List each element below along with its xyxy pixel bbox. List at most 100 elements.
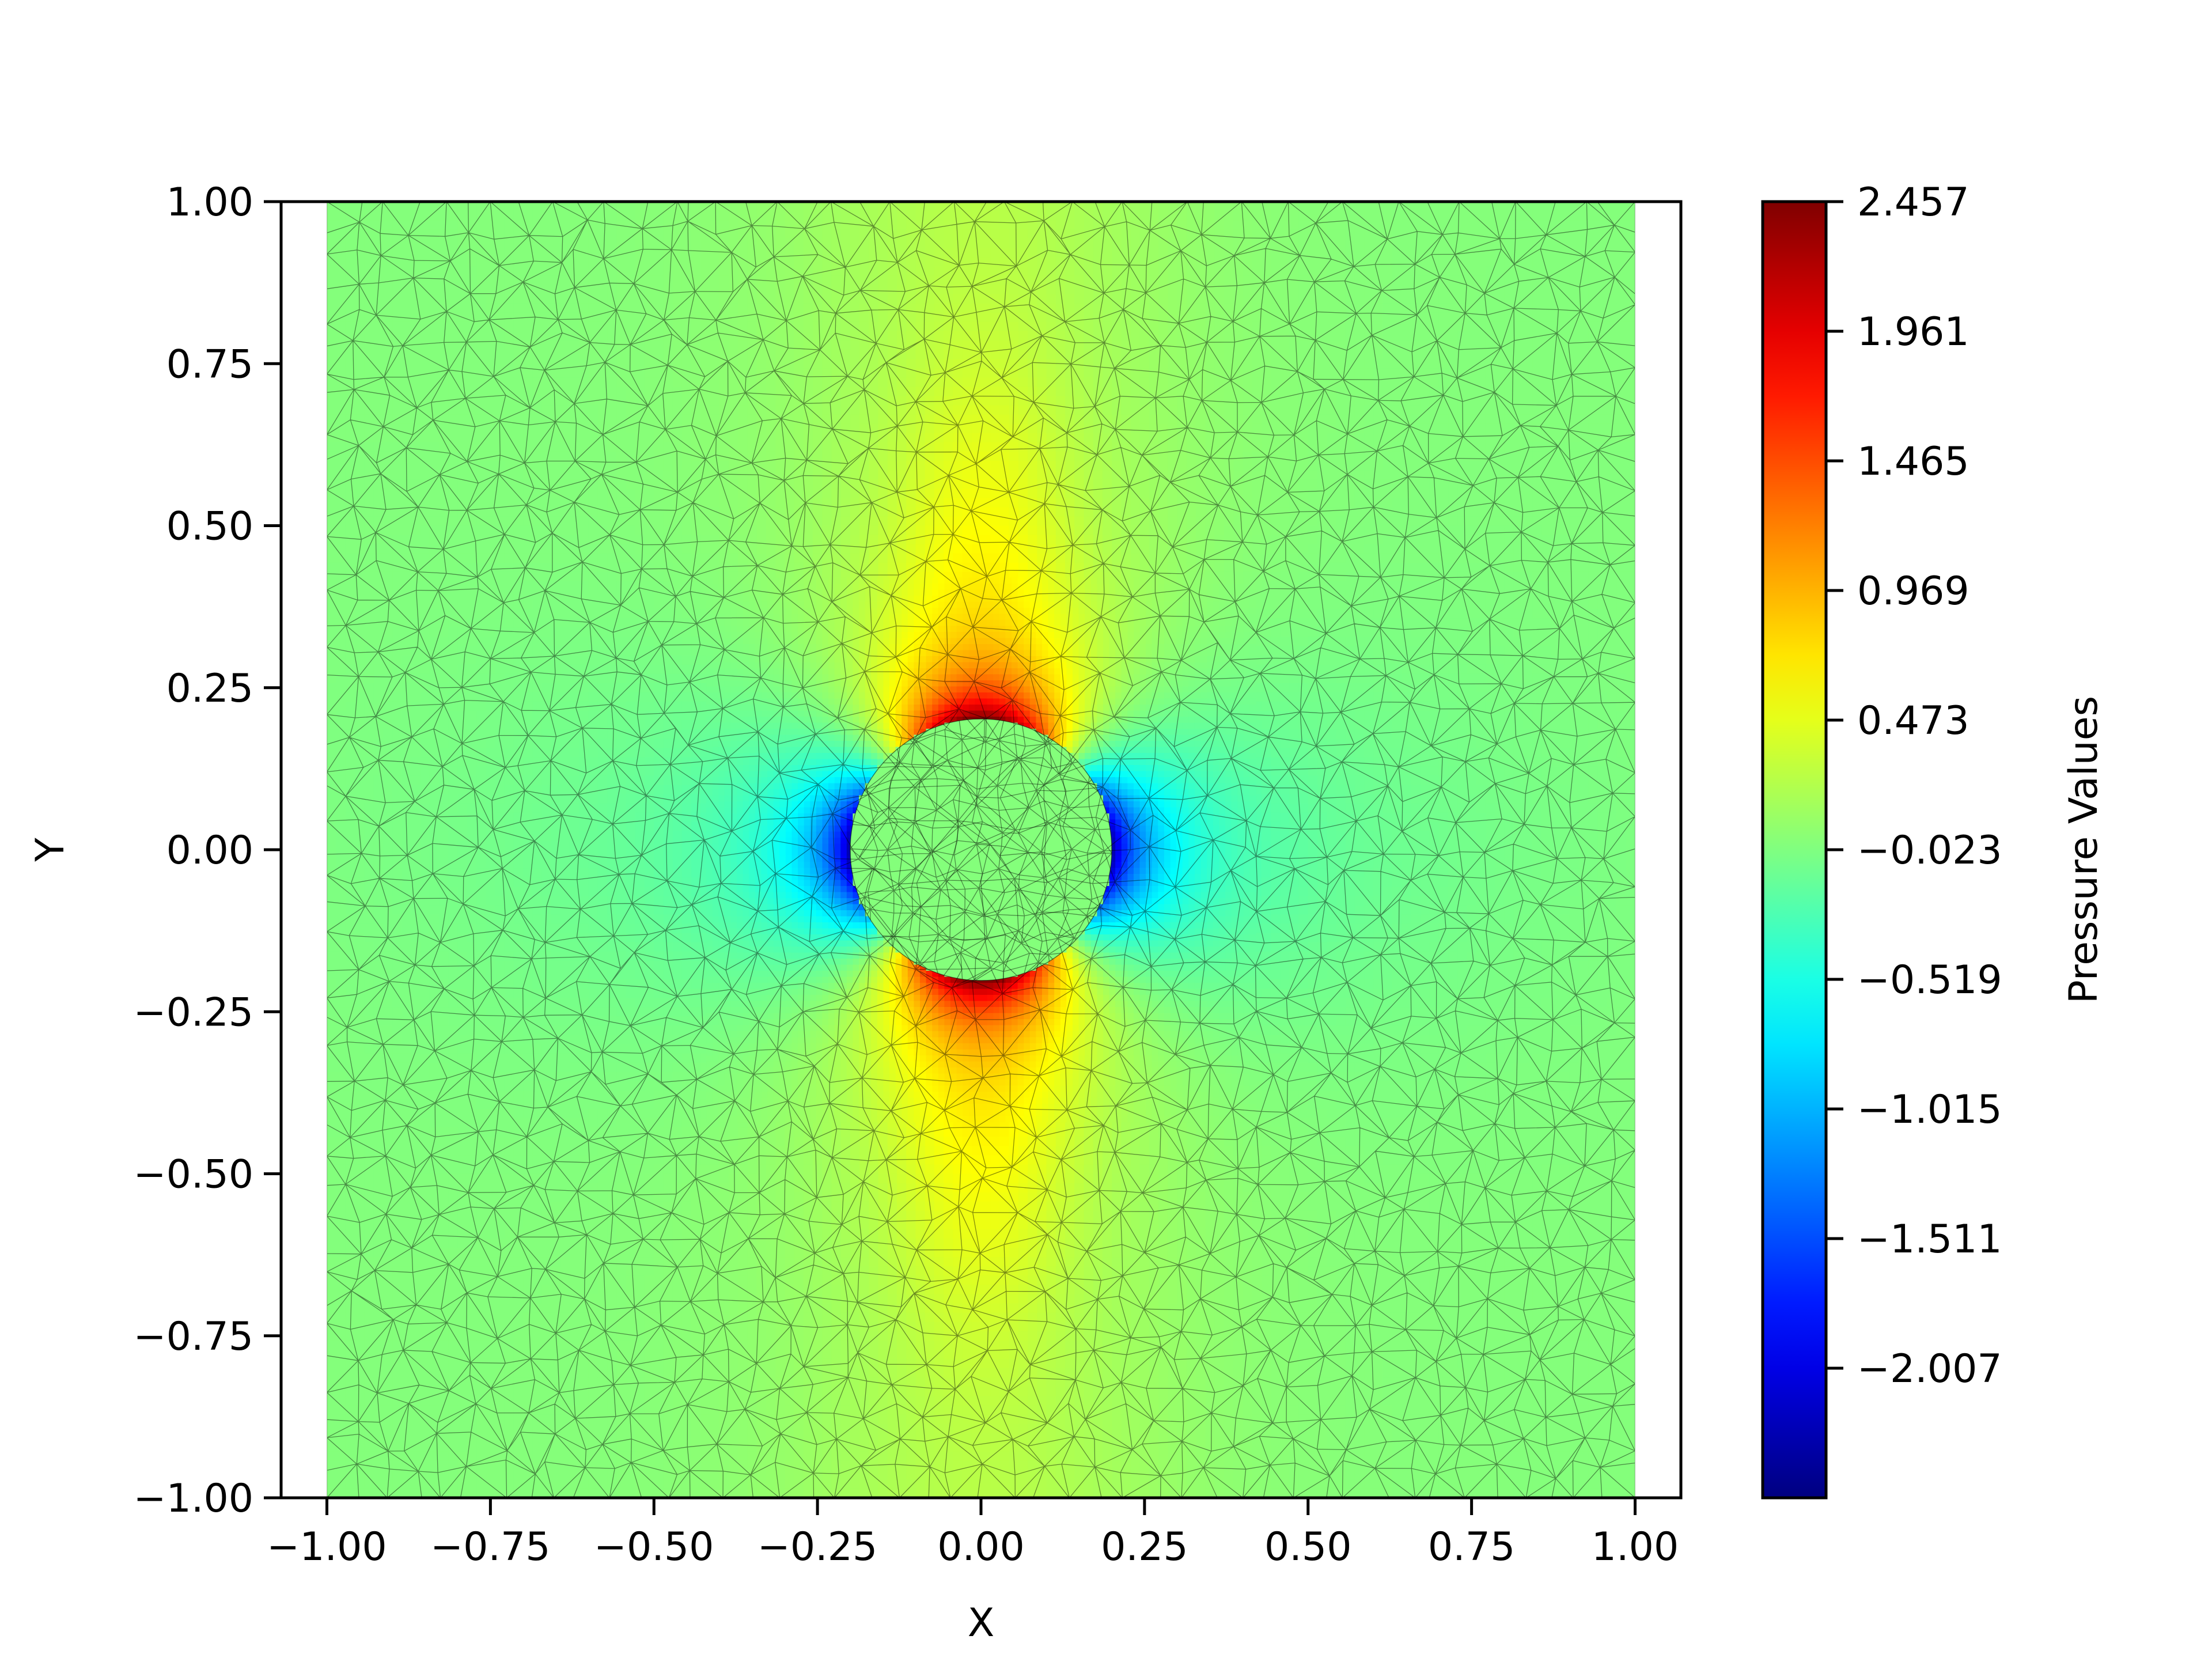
field-cell: [532, 692, 543, 702]
field-cell: [392, 766, 403, 777]
field-cell: [597, 331, 608, 341]
field-cell: [616, 479, 627, 490]
field-cell: [373, 1358, 384, 1369]
field-cell: [373, 701, 384, 711]
field-cell: [616, 989, 627, 998]
field-cell: [355, 1164, 365, 1175]
field-cell: [336, 516, 346, 527]
field-cell: [616, 673, 627, 684]
field-cell: [392, 1155, 403, 1165]
field-cell: [616, 387, 627, 397]
field-cell: [355, 942, 365, 952]
field-cell: [532, 683, 543, 693]
field-cell: [392, 387, 403, 397]
field-cell: [523, 581, 533, 591]
field-cell: [392, 1090, 403, 1100]
field-cell: [570, 1164, 580, 1175]
field-cell: [373, 1183, 384, 1193]
field-cell: [532, 571, 543, 582]
field-cell: [420, 359, 430, 369]
field-cell: [364, 507, 374, 517]
field-cell: [355, 266, 365, 277]
field-cell: [635, 637, 645, 647]
field-cell: [532, 1192, 543, 1202]
field-cell: [551, 914, 561, 925]
field-cell: [355, 525, 365, 536]
field-cell: [476, 451, 487, 461]
field-cell: [645, 1248, 655, 1258]
field-cell: [382, 673, 393, 684]
field-cell: [429, 859, 440, 869]
field-cell: [355, 618, 365, 629]
field-cell: [570, 1285, 580, 1295]
field-cell: [635, 1312, 645, 1323]
field-cell: [486, 220, 496, 230]
field-cell: [504, 729, 514, 739]
field-cell: [513, 525, 524, 536]
field-cell: [355, 933, 365, 943]
field-cell: [336, 1294, 346, 1304]
field-cell: [364, 673, 374, 684]
field-cell: [411, 757, 421, 767]
field-cell: [635, 1146, 645, 1156]
field-cell: [645, 1377, 655, 1387]
field-cell: [327, 368, 337, 378]
field-cell: [364, 979, 374, 989]
field-cell: [626, 627, 636, 638]
field-cell: [392, 1322, 403, 1332]
field-cell: [402, 1303, 412, 1313]
field-cell: [597, 989, 608, 998]
field-cell: [345, 748, 355, 758]
field-cell: [364, 581, 374, 591]
field-cell: [345, 609, 355, 619]
field-cell: [495, 710, 505, 721]
field-cell: [654, 600, 664, 609]
field-cell: [336, 266, 346, 277]
field-cell: [336, 1099, 346, 1110]
field-cell: [532, 812, 543, 823]
field-cell: [355, 1387, 365, 1397]
field-cell: [373, 1016, 384, 1027]
field-cell: [327, 970, 337, 980]
field-cell: [551, 979, 561, 989]
field-cell: [420, 757, 430, 767]
field-cell: [411, 664, 421, 675]
field-cell: [402, 1433, 412, 1443]
field-cell: [345, 1127, 355, 1138]
field-cell: [336, 710, 346, 721]
field-cell: [336, 1266, 346, 1277]
field-cell: [645, 1090, 655, 1100]
field-cell: [411, 489, 421, 499]
field-cell: [513, 423, 524, 434]
field-cell: [654, 970, 664, 980]
field-cell: [382, 470, 393, 480]
field-cell: [467, 877, 477, 888]
field-cell: [476, 1451, 487, 1462]
field-cell: [626, 359, 636, 369]
field-cell: [457, 637, 468, 647]
field-cell: [327, 785, 337, 795]
field-cell: [645, 479, 655, 490]
field-cell: [355, 257, 365, 267]
field-cell: [457, 1377, 468, 1387]
field-cell: [654, 739, 664, 749]
field-cell: [392, 887, 403, 897]
field-cell: [373, 312, 384, 323]
field-cell: [373, 433, 384, 443]
field-cell: [560, 1053, 571, 1063]
field-cell: [476, 664, 487, 675]
field-cell: [382, 562, 393, 573]
field-cell: [579, 507, 589, 517]
field-cell: [429, 673, 440, 684]
field-cell: [654, 266, 664, 277]
field-cell: [327, 340, 337, 350]
field-cell: [579, 414, 589, 425]
field-cell: [476, 710, 487, 721]
field-cell: [626, 821, 636, 832]
field-cell: [355, 1007, 365, 1017]
field-cell: [364, 1062, 374, 1073]
field-cell: [588, 470, 599, 480]
field-cell: [327, 1405, 337, 1415]
field-cell: [523, 1387, 533, 1397]
field-cell: [626, 220, 636, 230]
